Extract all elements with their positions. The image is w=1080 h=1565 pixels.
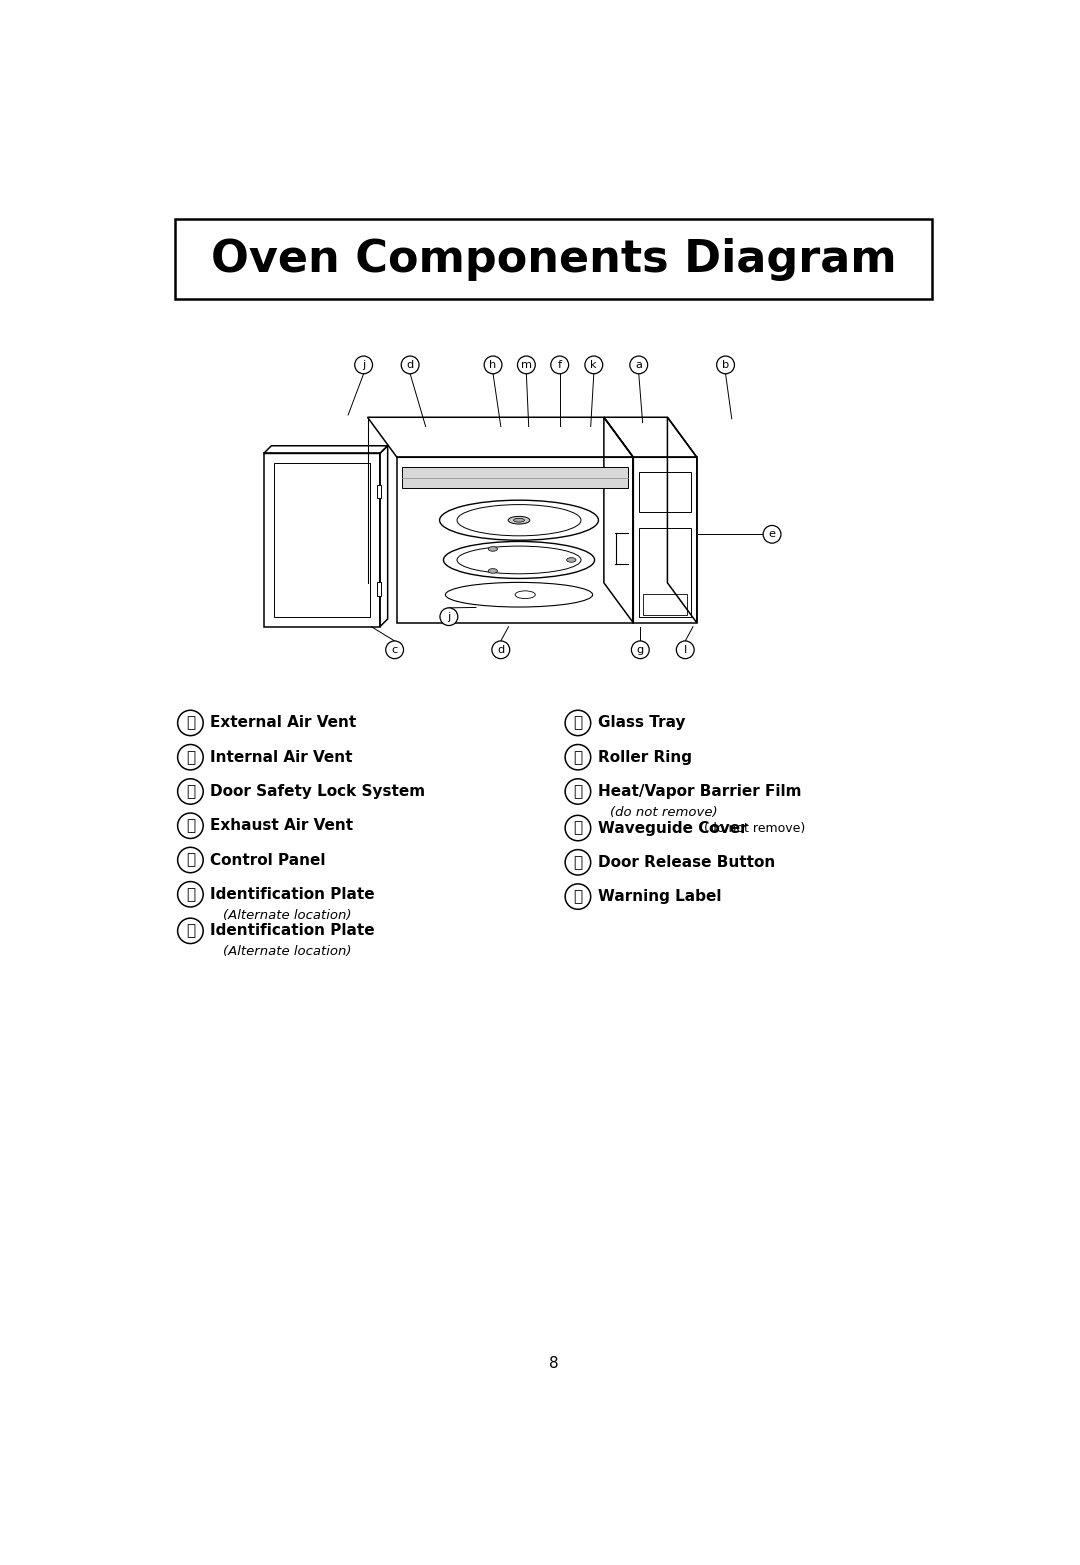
Text: Waveguide Cover: Waveguide Cover xyxy=(597,820,747,836)
Text: j: j xyxy=(447,612,450,621)
Text: (Alternate location): (Alternate location) xyxy=(222,945,351,958)
Circle shape xyxy=(177,711,203,736)
Bar xyxy=(397,457,633,623)
Text: External Air Vent: External Air Vent xyxy=(211,715,356,731)
Circle shape xyxy=(177,847,203,873)
Text: k: k xyxy=(591,360,597,369)
Circle shape xyxy=(565,884,591,909)
Text: j: j xyxy=(362,360,365,369)
Circle shape xyxy=(676,642,694,659)
Bar xyxy=(643,593,687,615)
Text: Identification Plate: Identification Plate xyxy=(211,923,375,939)
Ellipse shape xyxy=(509,516,530,524)
Text: Ⓛ: Ⓛ xyxy=(573,854,582,870)
Circle shape xyxy=(386,642,404,659)
Text: Warning Label: Warning Label xyxy=(597,889,721,905)
Ellipse shape xyxy=(515,592,536,598)
Text: h: h xyxy=(489,360,497,369)
Text: (do not remove): (do not remove) xyxy=(610,806,718,818)
Circle shape xyxy=(177,814,203,839)
Bar xyxy=(638,527,691,618)
Text: Roller Ring: Roller Ring xyxy=(597,750,691,765)
Text: Exhaust Air Vent: Exhaust Air Vent xyxy=(211,818,353,833)
Circle shape xyxy=(177,779,203,804)
Text: (Alternate location): (Alternate location) xyxy=(222,909,351,922)
Circle shape xyxy=(630,357,648,374)
Circle shape xyxy=(565,711,591,736)
Circle shape xyxy=(484,357,502,374)
Ellipse shape xyxy=(514,518,525,523)
Ellipse shape xyxy=(567,557,576,562)
Circle shape xyxy=(177,881,203,908)
Text: Ⓑ: Ⓑ xyxy=(186,750,195,765)
Circle shape xyxy=(491,642,510,659)
Circle shape xyxy=(632,642,649,659)
Text: Ⓜ: Ⓜ xyxy=(573,889,582,905)
Text: m: m xyxy=(521,360,531,369)
Text: f: f xyxy=(557,360,562,369)
Text: Ⓐ: Ⓐ xyxy=(186,715,195,731)
Text: c: c xyxy=(391,645,397,654)
Ellipse shape xyxy=(488,546,498,551)
Text: Door Safety Lock System: Door Safety Lock System xyxy=(211,784,426,800)
Text: g: g xyxy=(637,645,644,654)
Text: Ⓖ: Ⓖ xyxy=(186,923,195,939)
Circle shape xyxy=(585,357,603,374)
Text: b: b xyxy=(721,360,729,369)
Circle shape xyxy=(517,357,536,374)
Circle shape xyxy=(717,357,734,374)
Bar xyxy=(377,582,381,596)
Text: Ⓓ: Ⓓ xyxy=(186,818,195,833)
FancyBboxPatch shape xyxy=(175,219,932,299)
Text: e: e xyxy=(769,529,775,540)
Text: a: a xyxy=(635,360,643,369)
Bar xyxy=(638,473,691,512)
Ellipse shape xyxy=(488,568,498,573)
Circle shape xyxy=(565,745,591,770)
Text: (do not remove): (do not remove) xyxy=(700,822,805,834)
Text: Ⓒ: Ⓒ xyxy=(186,784,195,800)
Bar xyxy=(273,463,369,617)
Bar xyxy=(377,485,381,499)
Circle shape xyxy=(565,850,591,875)
Circle shape xyxy=(401,357,419,374)
Text: Oven Components Diagram: Oven Components Diagram xyxy=(211,238,896,280)
Circle shape xyxy=(177,919,203,944)
Bar xyxy=(264,454,380,626)
Text: d: d xyxy=(497,645,504,654)
Circle shape xyxy=(177,745,203,770)
Circle shape xyxy=(551,357,568,374)
Text: Identification Plate: Identification Plate xyxy=(211,887,375,901)
Text: Control Panel: Control Panel xyxy=(211,853,326,867)
Text: Ⓙ: Ⓙ xyxy=(573,784,582,800)
Text: Internal Air Vent: Internal Air Vent xyxy=(211,750,353,765)
Circle shape xyxy=(764,526,781,543)
Text: Ⓕ: Ⓕ xyxy=(186,887,195,901)
Circle shape xyxy=(565,779,591,804)
Bar xyxy=(403,468,627,488)
Circle shape xyxy=(354,357,373,374)
Text: Heat/Vapor Barrier Film: Heat/Vapor Barrier Film xyxy=(597,784,801,800)
Text: l: l xyxy=(684,645,687,654)
Text: Ⓚ: Ⓚ xyxy=(573,820,582,836)
Text: d: d xyxy=(406,360,414,369)
Text: 8: 8 xyxy=(549,1357,558,1371)
Text: Ⓗ: Ⓗ xyxy=(573,715,582,731)
Text: Door Release Button: Door Release Button xyxy=(597,854,775,870)
Text: Ⓔ: Ⓔ xyxy=(186,853,195,867)
Bar xyxy=(633,457,697,623)
Text: Ⓘ: Ⓘ xyxy=(573,750,582,765)
Circle shape xyxy=(440,607,458,626)
Text: Glass Tray: Glass Tray xyxy=(597,715,685,731)
Circle shape xyxy=(565,815,591,840)
